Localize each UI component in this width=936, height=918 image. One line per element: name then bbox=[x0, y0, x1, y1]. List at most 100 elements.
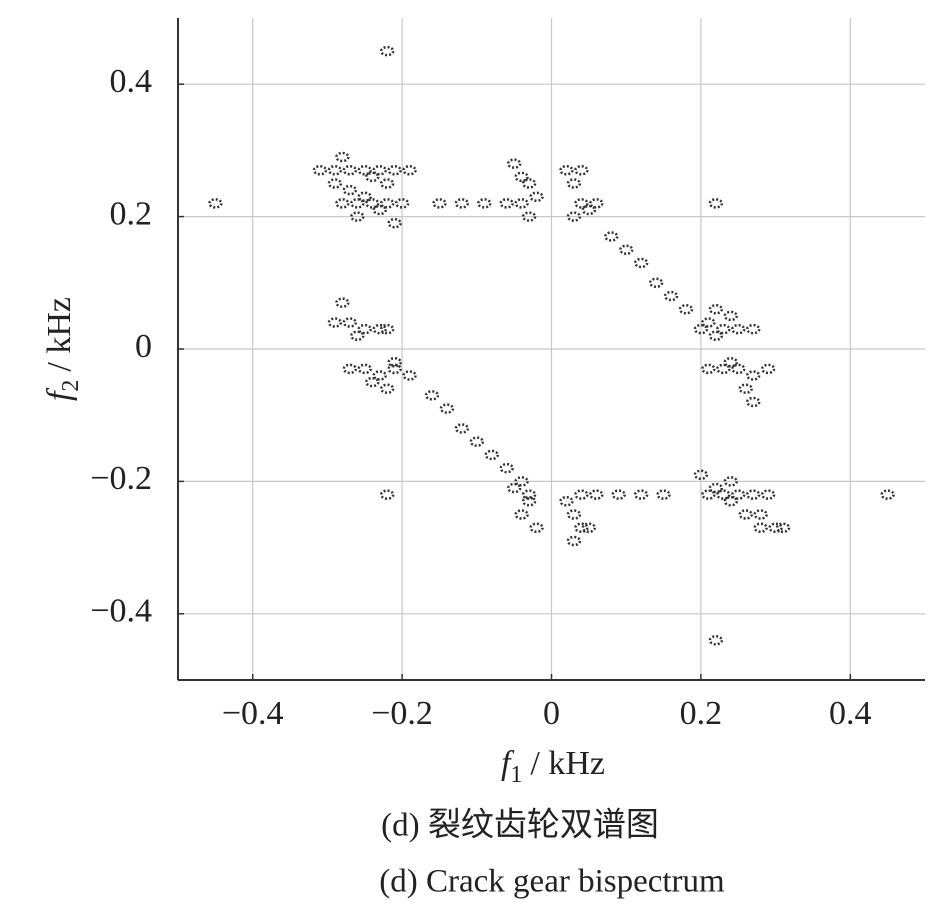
point bbox=[514, 198, 529, 209]
point bbox=[387, 356, 402, 368]
x-tick-label: 0.4 bbox=[829, 695, 872, 732]
point bbox=[745, 323, 761, 335]
point bbox=[708, 330, 724, 342]
point bbox=[581, 522, 597, 533]
x-label-unit: / kHz bbox=[530, 745, 605, 782]
point bbox=[775, 522, 791, 533]
point bbox=[312, 165, 328, 176]
point bbox=[716, 323, 731, 335]
point bbox=[514, 171, 529, 183]
point bbox=[745, 370, 761, 381]
point bbox=[327, 178, 343, 189]
point bbox=[574, 198, 589, 209]
point bbox=[499, 198, 514, 209]
y-tick-label: −0.4 bbox=[90, 593, 152, 630]
point bbox=[574, 489, 589, 500]
point bbox=[521, 496, 537, 507]
point bbox=[372, 370, 387, 381]
point bbox=[745, 396, 761, 408]
point bbox=[656, 489, 671, 500]
point bbox=[394, 198, 410, 209]
point bbox=[342, 184, 358, 196]
point bbox=[342, 165, 358, 176]
point bbox=[424, 390, 440, 401]
point bbox=[364, 376, 380, 388]
point bbox=[506, 482, 522, 494]
point bbox=[514, 509, 529, 520]
point bbox=[723, 356, 739, 368]
x-tick-label: −0.4 bbox=[222, 695, 284, 732]
point bbox=[402, 370, 417, 381]
y-tick-label: 0.2 bbox=[110, 195, 153, 232]
point bbox=[738, 509, 753, 520]
point bbox=[357, 323, 372, 335]
point bbox=[633, 257, 649, 269]
point bbox=[738, 383, 753, 394]
point bbox=[327, 165, 343, 176]
point bbox=[880, 489, 895, 500]
point bbox=[357, 191, 372, 202]
point bbox=[439, 403, 455, 414]
point bbox=[648, 277, 664, 289]
point bbox=[379, 45, 395, 57]
point bbox=[708, 635, 724, 646]
caption-en: (d) Crack gear bispectrum bbox=[379, 864, 725, 900]
point bbox=[379, 178, 395, 189]
point bbox=[342, 363, 358, 375]
point bbox=[372, 165, 387, 176]
point bbox=[768, 522, 783, 533]
point bbox=[469, 436, 485, 447]
point bbox=[701, 363, 716, 375]
x-axis-label: f1/ kHz bbox=[501, 745, 605, 788]
point bbox=[760, 363, 776, 375]
point bbox=[477, 198, 492, 209]
point bbox=[521, 178, 537, 189]
point bbox=[402, 165, 417, 176]
point bbox=[693, 469, 709, 481]
y-axis-label: f2/ kHz bbox=[41, 297, 84, 401]
point bbox=[364, 198, 380, 209]
point bbox=[753, 509, 768, 520]
point bbox=[335, 297, 350, 308]
point bbox=[529, 522, 544, 533]
x-tick-label: −0.2 bbox=[371, 695, 433, 732]
point bbox=[723, 476, 739, 487]
y-label-subscript: 2 bbox=[58, 380, 84, 392]
point bbox=[618, 244, 634, 255]
point bbox=[693, 323, 709, 335]
point bbox=[454, 423, 470, 434]
point bbox=[387, 165, 402, 176]
point bbox=[678, 304, 694, 315]
point bbox=[566, 535, 582, 547]
point bbox=[364, 171, 380, 183]
point bbox=[506, 158, 522, 169]
point bbox=[731, 323, 746, 335]
point bbox=[589, 198, 604, 209]
point bbox=[350, 198, 365, 209]
point bbox=[589, 489, 604, 500]
point bbox=[350, 330, 365, 342]
point bbox=[335, 151, 350, 163]
point bbox=[432, 198, 447, 209]
point bbox=[357, 363, 372, 375]
point bbox=[566, 211, 582, 222]
point bbox=[753, 522, 768, 533]
point bbox=[723, 310, 739, 322]
point bbox=[327, 317, 343, 328]
point bbox=[708, 482, 724, 494]
point bbox=[335, 198, 350, 209]
y-tick-label: 0 bbox=[135, 328, 152, 365]
point bbox=[745, 489, 761, 500]
point bbox=[633, 489, 649, 500]
point bbox=[342, 317, 358, 328]
point bbox=[731, 489, 746, 500]
point bbox=[581, 204, 597, 216]
point bbox=[604, 231, 619, 242]
point bbox=[208, 198, 223, 209]
point bbox=[529, 191, 544, 202]
point bbox=[716, 363, 731, 375]
y-tick-label: −0.2 bbox=[90, 460, 152, 497]
point bbox=[574, 522, 589, 533]
point bbox=[521, 489, 537, 500]
